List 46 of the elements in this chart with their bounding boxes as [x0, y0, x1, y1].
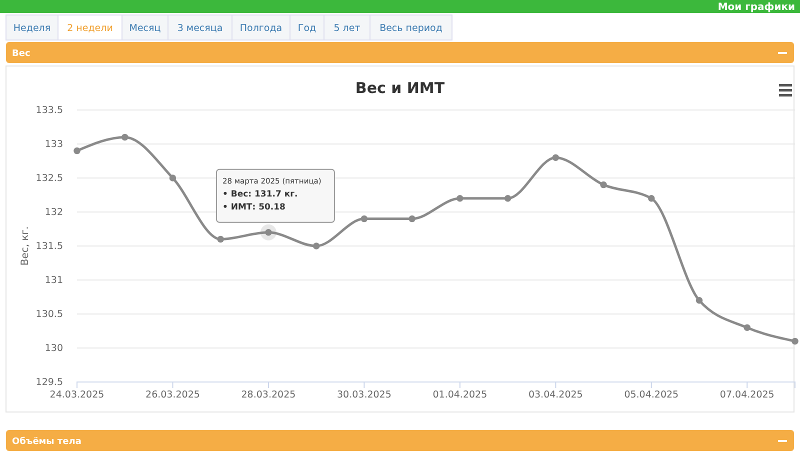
y-tick-label: 131.5: [36, 241, 63, 252]
point: [552, 154, 560, 161]
y-tick-label: 133: [44, 139, 63, 150]
y-tick-label: 131: [44, 275, 63, 286]
y-tick-label: 132: [44, 207, 63, 218]
x-tick-label: 28.03.2025: [241, 390, 296, 401]
y-tick-label: 130.5: [36, 309, 63, 320]
x-tick-label: 07.04.2025: [720, 390, 774, 401]
y-tick-label: 130: [44, 343, 63, 354]
point: [456, 195, 464, 202]
y-tick-label: 133.5: [36, 105, 63, 116]
x-tick-label: 01.04.2025: [432, 390, 488, 401]
x-tick-label: 24.03.2025: [50, 390, 104, 401]
chart-title: Вес и ИМТ: [355, 79, 446, 97]
point: [792, 338, 798, 345]
x-tick-label: 03.04.2025: [528, 390, 583, 401]
text: Полгода: [240, 23, 282, 34]
point: [504, 195, 512, 202]
point: [744, 324, 751, 331]
x-tick-label: 30.03.2025: [336, 390, 392, 401]
point: [360, 215, 368, 222]
annotation: 28 марта 2025 (пятница) • Вес: 131.7 кг. • ИМТ: 50.18: [222, 176, 322, 212]
text: Объёмы тела: [12, 436, 82, 447]
point: [408, 215, 416, 222]
x-tick-label: 26.03.2025: [146, 390, 200, 401]
y-axis-title: Вес, кг.: [20, 226, 31, 266]
point: [217, 236, 224, 243]
y-tick-label: 132.5: [36, 173, 63, 184]
point: [648, 195, 655, 202]
text: Мои графики: [718, 2, 795, 13]
text: Месяц: [129, 23, 162, 34]
text: Год: [298, 23, 317, 34]
point: [696, 297, 703, 304]
x-tick-label: 05.04.2025: [624, 390, 679, 401]
text: 2 недели: [67, 23, 113, 34]
y-tick-label: 129.5: [36, 377, 63, 388]
text: Неделя: [13, 23, 51, 34]
point: [600, 181, 607, 188]
text: Вес: [12, 49, 30, 59]
text: 3 месяца: [177, 23, 223, 34]
point: [121, 134, 128, 141]
text: Весь период: [380, 23, 443, 34]
point: [312, 242, 320, 250]
text: 5 лет: [334, 23, 361, 34]
point: [169, 174, 176, 182]
point: [74, 147, 80, 154]
